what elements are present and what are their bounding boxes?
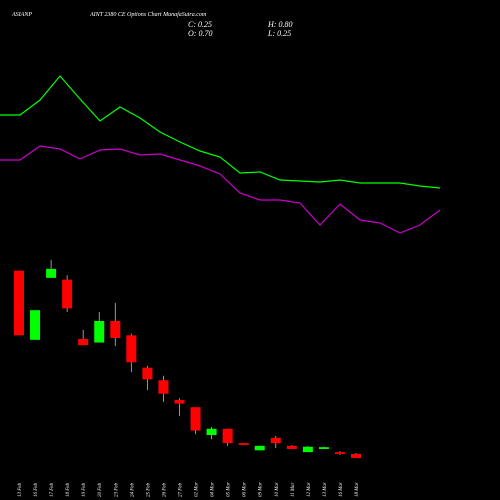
x-tick-label: 20 Feb [98, 482, 103, 497]
candle-body [62, 279, 73, 309]
x-tick-label: 23 Feb [114, 482, 119, 497]
x-tick-label: 16 Mar [339, 482, 344, 497]
candle-body [222, 428, 233, 444]
x-tick-label: 10 Mar [275, 482, 280, 497]
x-tick-label: 11 Mar [291, 482, 296, 497]
candle-body [94, 320, 105, 343]
low-label: L: 0.25 [267, 29, 291, 38]
candle-body [46, 268, 57, 278]
x-tick-label: 06 Mar [243, 482, 248, 497]
high-label: H: 0.80 [267, 20, 292, 29]
candle-body [206, 428, 217, 436]
candle-body [334, 452, 345, 454]
x-tick-label: 18 Feb [66, 482, 71, 497]
candle-body [14, 270, 24, 336]
candle-body [142, 367, 153, 380]
x-tick-label: 24 Feb [130, 482, 135, 497]
candle-body [30, 310, 41, 340]
indicator-line [0, 145, 441, 234]
open-label: O: 0.70 [188, 29, 212, 38]
candle-body [351, 453, 361, 458]
x-tick-label: 13 Feb [18, 482, 23, 497]
candle-body [174, 400, 185, 404]
x-tick-label: 27 Feb [178, 482, 183, 497]
x-tick-label: 13 Mar [323, 482, 328, 497]
chart-title: AINT 2380 CE Options Chart MunafaSutra.c… [89, 11, 207, 18]
candle-body [158, 380, 169, 394]
x-tick-label: 02 Mar [195, 482, 200, 497]
candle-body [126, 335, 137, 363]
candle-body [302, 446, 313, 453]
candle-body [270, 437, 281, 444]
indicator-line [0, 75, 441, 189]
candle-body [238, 443, 249, 445]
symbol: ASIANP [11, 12, 32, 18]
candle-body [286, 445, 297, 449]
candle-body [318, 447, 329, 449]
x-tick-label: 16 Feb [34, 482, 39, 497]
candle-body [78, 338, 89, 346]
x-tick-label: 05 Mar [227, 482, 232, 497]
x-tick-label: 26 Feb [162, 482, 167, 497]
candle-body [254, 445, 265, 451]
candle-body [190, 407, 201, 431]
x-tick-label: 04 Mar [211, 482, 216, 497]
candle-body [110, 320, 121, 339]
x-tick-label: 25 Feb [146, 482, 151, 497]
x-tick-label: 19 Feb [82, 482, 87, 497]
x-tick-label: 12 Mar [307, 482, 312, 497]
x-tick-label: 17 Feb [50, 482, 55, 497]
x-tick-label: 18 Mar [355, 482, 360, 497]
close-label: C: 0.25 [188, 20, 212, 29]
x-tick-label: 09 Mar [259, 482, 264, 497]
